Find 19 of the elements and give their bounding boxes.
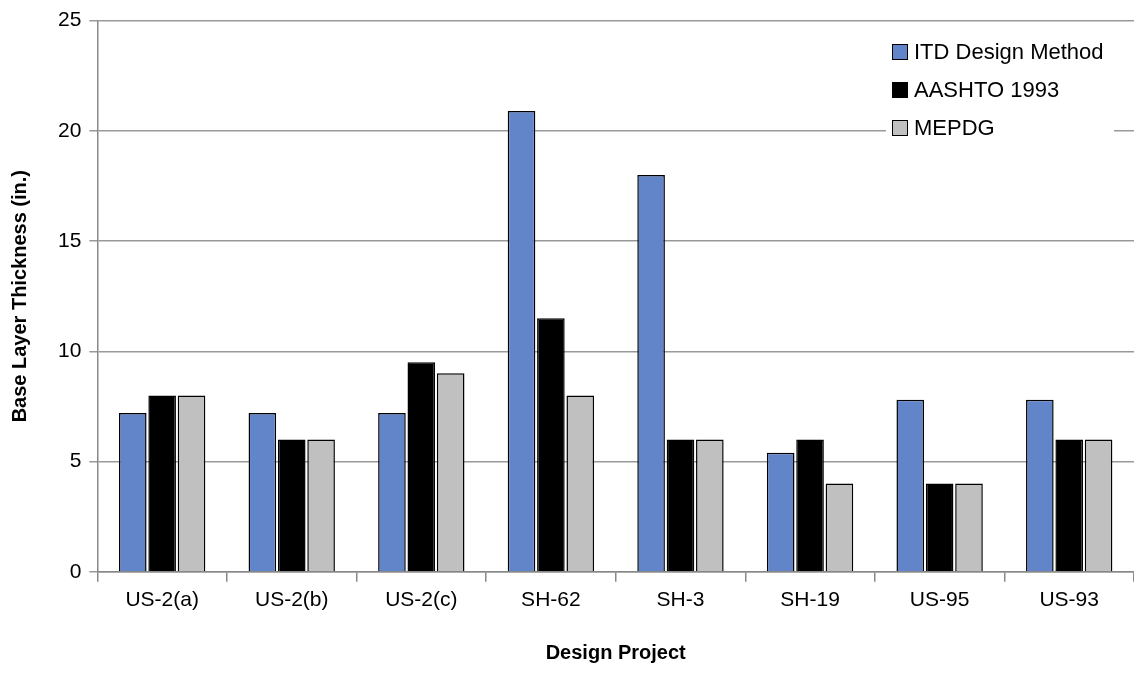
x-tick-label: US-2(a) — [125, 587, 199, 611]
legend-label: MEPDG — [914, 114, 995, 141]
x-tick-label: US-95 — [909, 587, 970, 611]
legend-label: ITD Design Method — [914, 38, 1104, 65]
x-tick-label: SH-62 — [521, 587, 581, 611]
x-tick-label: US-2(c) — [385, 587, 458, 611]
x-tick-label: US-2(b) — [254, 587, 329, 611]
y-axis-title: Base Layer Thickness (in.) — [7, 170, 30, 423]
x-tick-label: SH-19 — [780, 587, 840, 611]
x-axis-title: Design Project — [545, 640, 687, 663]
y-tick-label: 25 — [58, 7, 82, 31]
x-tick-label: US-93 — [1039, 587, 1099, 611]
legend-label: AASHTO 1993 — [914, 76, 1060, 103]
y-tick-label: 5 — [69, 448, 82, 472]
x-tick-label: SH-3 — [656, 587, 705, 611]
y-tick-label: 15 — [58, 227, 82, 251]
y-tick-label: 20 — [58, 117, 82, 141]
y-tick-label: 10 — [58, 338, 82, 362]
y-tick-label: 0 — [69, 558, 82, 582]
